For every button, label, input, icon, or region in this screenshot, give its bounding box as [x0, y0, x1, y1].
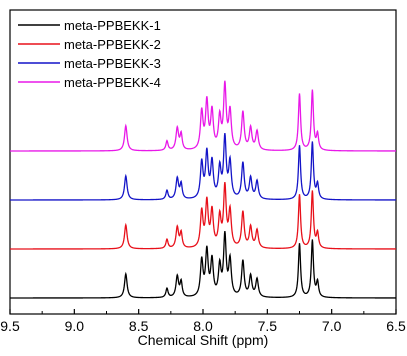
legend-label: meta-PPBEKK-4	[64, 75, 161, 90]
series-line-3	[10, 133, 396, 201]
legend-label: meta-PPBEKK-3	[64, 56, 161, 71]
x-axis-title: Chemical Shift (ppm)	[138, 332, 269, 348]
x-tick-label: 6.5	[386, 318, 406, 334]
x-tick-label: 9.5	[0, 318, 20, 334]
series-line-1	[10, 231, 396, 299]
legend-label: meta-PPBEKK-1	[64, 18, 161, 33]
x-tick-label: 8.5	[129, 318, 149, 334]
x-tick-label: 9.0	[65, 318, 85, 334]
x-tick-label: 7.0	[322, 318, 342, 334]
spectrum-traces	[10, 80, 396, 299]
x-tick-label: 8.0	[193, 318, 213, 334]
series-line-2	[10, 182, 396, 250]
legend: meta-PPBEKK-1 meta-PPBEKK-2 meta-PPBEKK-3 m…	[18, 18, 161, 90]
x-axis-ticks: 9.5 9.0 8.5 8.0 7.5 7.0 6.5	[0, 309, 406, 334]
series-line-4	[10, 80, 396, 152]
x-tick-label: 7.5	[258, 318, 278, 334]
legend-label: meta-PPBEKK-2	[64, 37, 161, 52]
